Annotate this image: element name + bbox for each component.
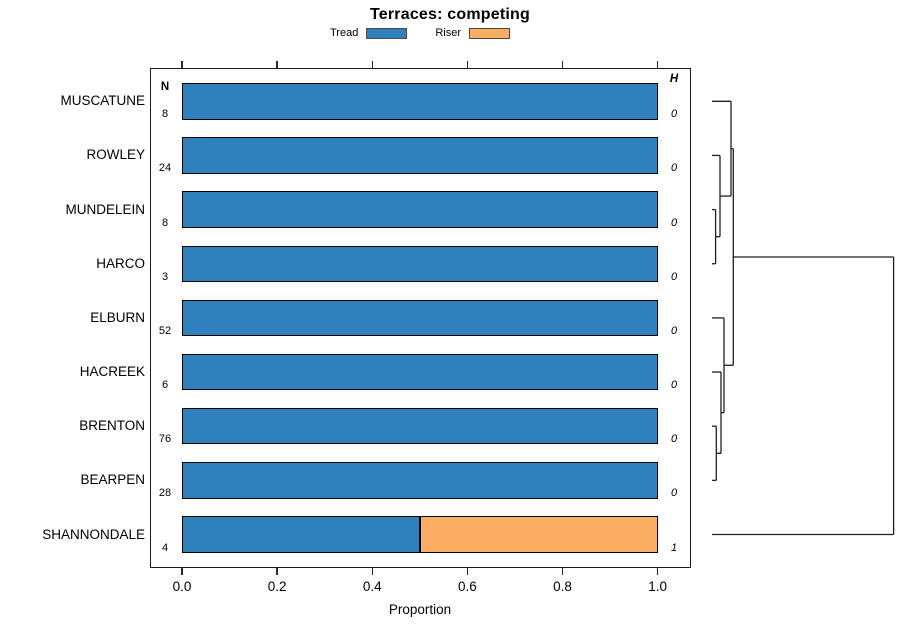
stacked-bar-shannondale — [182, 516, 658, 553]
stacked-bar-harco — [182, 245, 658, 282]
axis-tick-top — [276, 61, 278, 68]
n-value-elburn: 52 — [158, 324, 172, 337]
x-axis-title: Proportion — [388, 602, 452, 617]
axis-tick-bottom — [371, 568, 374, 575]
category-label-shannondale: SHANNONDALE — [42, 526, 145, 542]
category-label-elburn: ELBURN — [90, 309, 145, 325]
n-value-mundelein: 8 — [161, 216, 169, 229]
stacked-bar-hacreek — [182, 353, 658, 391]
legend-label-tread: Tread — [330, 27, 359, 39]
axis-tick-bottom — [466, 568, 469, 575]
legend-item-tread: Tread — [330, 27, 408, 39]
h-value-hacreek: 0 — [670, 379, 678, 392]
bar-segment-tread — [182, 299, 658, 337]
bar-segment-tread — [182, 462, 658, 499]
bar-segment-tread — [182, 191, 658, 228]
h-value-mundelein: 0 — [670, 216, 678, 229]
legend-label-riser: Riser — [435, 27, 461, 39]
legend-swatch-riser — [469, 27, 510, 39]
axis-tick-label: 0.4 — [362, 579, 382, 594]
bar-segment-riser — [419, 516, 658, 553]
h-value-muscatune: 0 — [670, 108, 678, 121]
category-label-brenton: BRENTON — [79, 418, 145, 434]
chart-title: Terraces: competing — [370, 6, 530, 23]
stacked-bar-bearpen — [182, 462, 658, 499]
category-label-mundelein: MUNDELEIN — [65, 201, 145, 217]
n-value-shannondale: 4 — [161, 541, 169, 554]
axis-tick-bottom — [656, 568, 659, 575]
stacked-bar-brenton — [182, 407, 658, 445]
stacked-bar-elburn — [182, 299, 658, 337]
bar-segment-tread — [182, 83, 658, 120]
plot-panel-border — [150, 68, 691, 568]
n-value-brenton: 76 — [158, 433, 172, 446]
h-value-bearpen: 0 — [670, 487, 678, 500]
category-label-hacreek: HACREEK — [79, 364, 145, 380]
bar-segment-tread — [182, 245, 658, 282]
axis-tick-bottom — [561, 568, 564, 575]
axis-tick-bottom — [276, 568, 278, 575]
n-value-bearpen: 28 — [158, 487, 172, 500]
n-value-harco: 3 — [161, 270, 169, 283]
category-label-bearpen: BEARPEN — [80, 472, 145, 488]
axis-tick-label: 0.2 — [267, 579, 287, 594]
axis-tick-label: 0.6 — [458, 579, 477, 594]
category-label-muscatune: MUSCATUNE — [60, 93, 145, 109]
h-value-harco: 0 — [670, 270, 678, 283]
h-value-brenton: 0 — [670, 433, 678, 446]
bar-segment-tread — [182, 407, 658, 445]
h-value-elburn: 0 — [670, 324, 678, 337]
stacked-bar-mundelein — [182, 191, 658, 228]
axis-tick-label: 1.0 — [648, 579, 668, 594]
axis-tick-bottom — [181, 568, 183, 575]
legend-item-riser: Riser — [435, 27, 510, 39]
n-column-header: N — [160, 81, 170, 93]
axis-tick-top — [466, 61, 469, 68]
bar-segment-tread — [182, 516, 420, 553]
n-value-hacreek: 6 — [161, 379, 169, 392]
category-label-harco: HARCO — [96, 255, 145, 271]
axis-tick-top — [371, 61, 374, 68]
h-value-rowley: 0 — [670, 162, 678, 175]
legend: Tread Riser — [182, 25, 658, 41]
axis-tick-top — [181, 61, 183, 68]
n-value-muscatune: 8 — [161, 108, 169, 121]
h-column-header: H — [669, 73, 679, 85]
bar-segment-tread — [182, 353, 658, 391]
n-value-rowley: 24 — [158, 162, 172, 175]
axis-tick-top — [656, 61, 659, 68]
bar-segment-tread — [182, 137, 658, 174]
category-label-rowley: ROWLEY — [86, 147, 145, 163]
stacked-bar-muscatune — [182, 83, 658, 120]
legend-swatch-tread — [366, 27, 408, 39]
h-value-shannondale: 1 — [670, 541, 678, 554]
axis-tick-label: 0.8 — [553, 579, 572, 594]
stacked-bar-rowley — [182, 137, 658, 174]
axis-tick-top — [561, 61, 564, 68]
axis-tick-label: 0.0 — [172, 579, 192, 594]
